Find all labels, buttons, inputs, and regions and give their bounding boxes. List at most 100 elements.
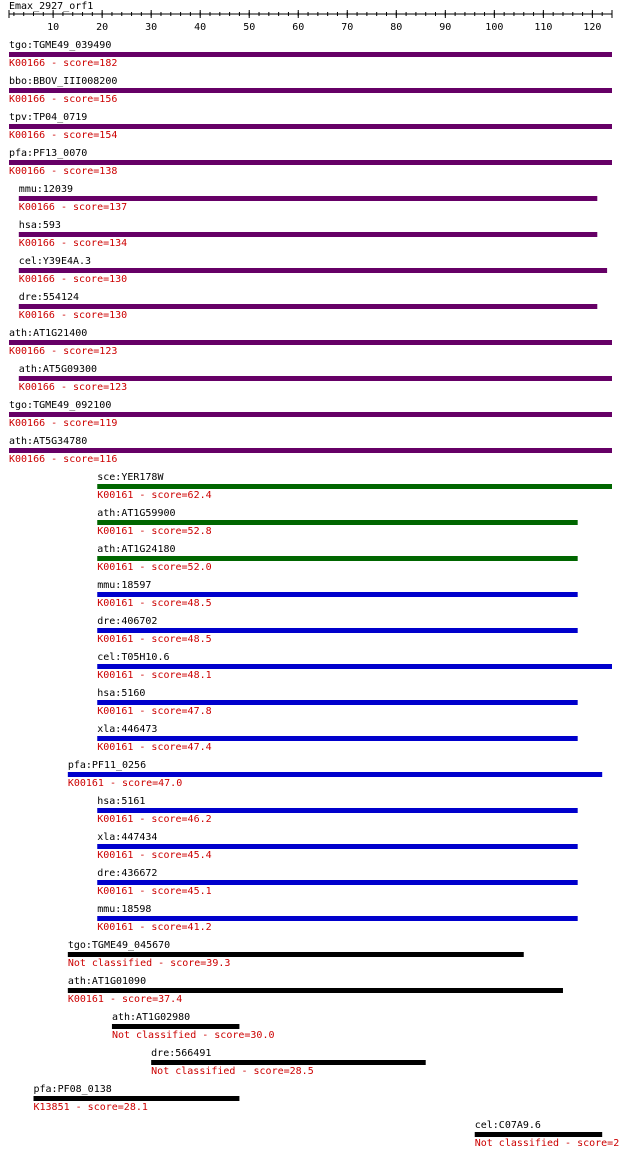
hit-bar <box>18 376 613 381</box>
hit-bar <box>18 268 608 273</box>
hit-bar <box>33 1096 240 1101</box>
hit-label: dre:566491 <box>151 1048 211 1059</box>
hit-label: ath:AT1G21400 <box>9 328 87 339</box>
hit-label: xla:446473 <box>97 724 157 735</box>
hit-label: mmu:18598 <box>97 904 151 915</box>
hit-bar <box>97 592 578 597</box>
hit-bar <box>97 808 578 813</box>
hit-label: dre:554124 <box>19 292 79 303</box>
x-tick-label: 40 <box>194 22 206 33</box>
x-tick-label: 30 <box>145 22 157 33</box>
hit-bar <box>151 1060 426 1065</box>
hit-annotation: K00166 - score=130 <box>19 274 127 285</box>
hit-bar <box>97 520 578 525</box>
hit-annotation: K00166 - score=123 <box>9 346 117 357</box>
hit-label: mmu:12039 <box>19 184 73 195</box>
hit-bar <box>97 736 578 741</box>
hit-label: tgo:TGME49_045670 <box>68 940 170 951</box>
hit-bar <box>9 160 612 165</box>
hit-label: pfa:PF13_0070 <box>9 148 87 159</box>
hit-label: sce:YER178W <box>97 472 164 483</box>
hit-label: ath:AT5G34780 <box>9 436 87 447</box>
hit-annotation: Not classified - score=39.3 <box>68 958 231 969</box>
hit-bar <box>97 844 578 849</box>
hit-annotation: K00161 - score=47.0 <box>68 778 182 789</box>
hit-label: pfa:PF08_0138 <box>34 1084 112 1095</box>
hit-bar <box>97 664 613 669</box>
hit-bar <box>111 1024 240 1029</box>
hit-bar <box>9 52 612 57</box>
hit-label: ath:AT1G02980 <box>112 1012 190 1023</box>
hit-label: tgo:TGME49_092100 <box>9 400 111 411</box>
hit-label: hsa:593 <box>19 220 61 231</box>
hit-bar <box>97 628 578 633</box>
hit-bar <box>97 556 578 561</box>
hit-annotation: K00166 - score=182 <box>9 58 117 69</box>
hit-label: bbo:BBOV_III008200 <box>9 76 117 87</box>
hit-annotation: Not classified - score=28.5 <box>151 1066 314 1077</box>
x-tick-label: 90 <box>439 22 451 33</box>
hit-annotation: K00161 - score=48.5 <box>97 598 211 609</box>
hit-annotation: K00161 - score=47.8 <box>97 706 211 717</box>
hit-annotation: K00161 - score=41.2 <box>97 922 211 933</box>
hit-annotation: K00161 - score=47.4 <box>97 742 211 753</box>
hit-bar <box>474 1132 603 1137</box>
hit-annotation: K13851 - score=28.1 <box>34 1102 148 1113</box>
x-tick-label: 10 <box>47 22 59 33</box>
hit-bar <box>67 772 603 777</box>
hit-label: tgo:TGME49_039490 <box>9 40 111 51</box>
hit-annotation: K00166 - score=156 <box>9 94 117 105</box>
hit-annotation: K00161 - score=46.2 <box>97 814 211 825</box>
hit-label: dre:436672 <box>97 868 157 879</box>
hit-label: ath:AT1G01090 <box>68 976 146 987</box>
hit-annotation: K00161 - score=52.0 <box>97 562 211 573</box>
hit-bar <box>97 700 578 705</box>
hit-annotation: K00161 - score=45.4 <box>97 850 211 861</box>
hit-label: mmu:18597 <box>97 580 151 591</box>
hit-annotation: K00161 - score=48.1 <box>97 670 211 681</box>
hit-bar <box>97 880 578 885</box>
hit-bar <box>9 448 612 453</box>
hit-annotation: Not classified - score=2 <box>475 1138 619 1149</box>
chart-title: Emax_2927_orf1 <box>9 1 93 12</box>
hit-annotation: K00166 - score=119 <box>9 418 117 429</box>
hit-label: cel:C07A9.6 <box>475 1120 541 1131</box>
x-tick-label: 50 <box>243 22 255 33</box>
x-tick-label: 70 <box>341 22 353 33</box>
hit-label: hsa:5161 <box>97 796 145 807</box>
hit-annotation: K00161 - score=62.4 <box>97 490 211 501</box>
x-tick-label: 120 <box>583 22 601 33</box>
hit-annotation: K00166 - score=123 <box>19 382 127 393</box>
hit-bar <box>18 232 598 237</box>
hit-annotation: Not classified - score=30.0 <box>112 1030 275 1041</box>
hit-annotation: K00161 - score=52.8 <box>97 526 211 537</box>
hit-bar <box>9 88 612 93</box>
hit-label: pfa:PF11_0256 <box>68 760 146 771</box>
x-tick-label: 20 <box>96 22 108 33</box>
hit-bar <box>9 412 612 417</box>
hit-annotation: K00166 - score=154 <box>9 130 117 141</box>
hit-annotation: K00166 - score=134 <box>19 238 127 249</box>
hit-label: cel:Y39E4A.3 <box>19 256 91 267</box>
x-tick-label: 80 <box>390 22 402 33</box>
hit-bar <box>9 340 612 345</box>
hit-annotation: K00166 - score=138 <box>9 166 117 177</box>
x-tick-label: 60 <box>292 22 304 33</box>
hit-annotation: K00161 - score=37.4 <box>68 994 182 1005</box>
hit-bar <box>67 988 563 993</box>
hit-label: dre:406702 <box>97 616 157 627</box>
hit-label: ath:AT1G24180 <box>97 544 175 555</box>
x-tick-label: 110 <box>534 22 552 33</box>
hit-bar <box>97 916 578 921</box>
hit-label: tpv:TP04_0719 <box>9 112 87 123</box>
hit-annotation: K00166 - score=116 <box>9 454 117 465</box>
hit-annotation: K00166 - score=130 <box>19 310 127 321</box>
hit-bar <box>18 304 598 309</box>
hit-label: xla:447434 <box>97 832 157 843</box>
hit-annotation: K00161 - score=45.1 <box>97 886 211 897</box>
hit-bar <box>97 484 613 489</box>
hit-bar <box>9 124 612 129</box>
hit-label: ath:AT1G59900 <box>97 508 175 519</box>
hit-annotation: K00161 - score=48.5 <box>97 634 211 645</box>
